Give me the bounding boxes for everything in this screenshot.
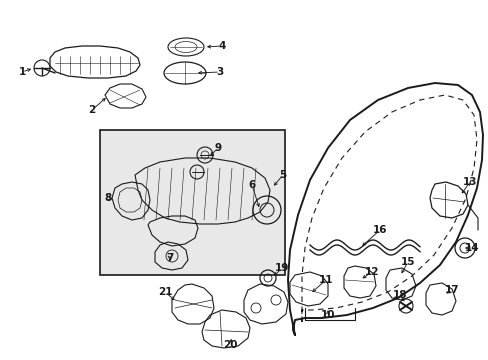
Text: 10: 10 — [320, 310, 335, 320]
Text: 18: 18 — [392, 290, 407, 300]
Text: 3: 3 — [216, 67, 223, 77]
Text: 7: 7 — [166, 253, 173, 263]
Text: 2: 2 — [88, 105, 96, 115]
Text: 20: 20 — [223, 340, 237, 350]
Text: 8: 8 — [104, 193, 111, 203]
Text: 4: 4 — [218, 41, 225, 51]
FancyBboxPatch shape — [100, 130, 285, 275]
Text: 21: 21 — [158, 287, 172, 297]
Text: 12: 12 — [364, 267, 379, 277]
Text: 19: 19 — [274, 263, 288, 273]
Text: 1: 1 — [19, 67, 25, 77]
Text: 15: 15 — [400, 257, 414, 267]
Text: 9: 9 — [214, 143, 221, 153]
Text: 16: 16 — [372, 225, 386, 235]
Text: 5: 5 — [279, 170, 286, 180]
Text: 11: 11 — [318, 275, 332, 285]
Text: 17: 17 — [444, 285, 458, 295]
Text: 6: 6 — [248, 180, 255, 190]
Text: 14: 14 — [464, 243, 478, 253]
Text: 13: 13 — [462, 177, 476, 187]
